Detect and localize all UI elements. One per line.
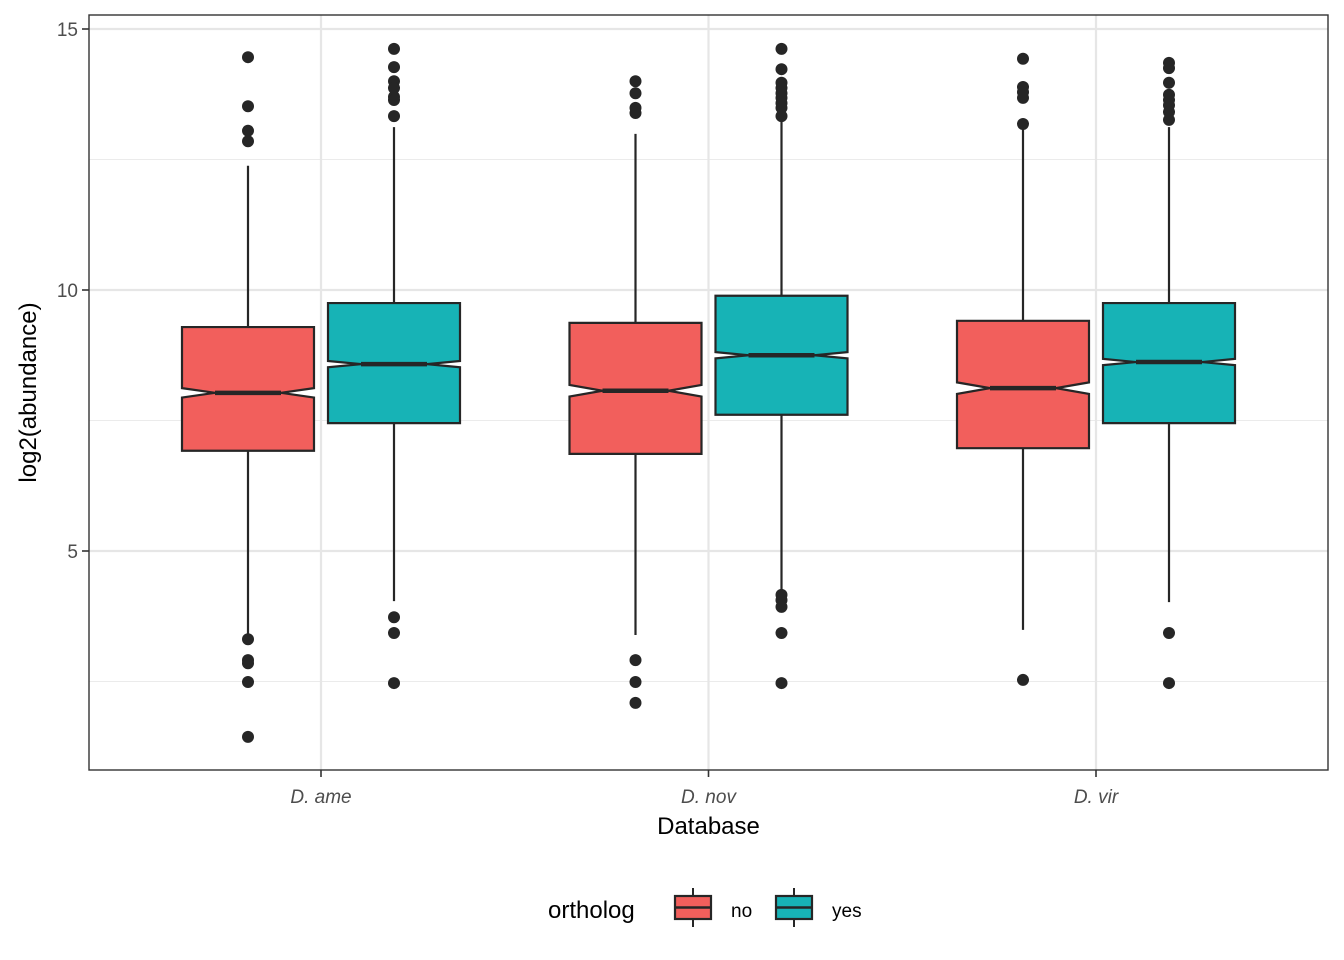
- outlier-point: [242, 657, 254, 670]
- box-layer: [180, 42, 1237, 743]
- outlier-point: [775, 600, 788, 613]
- outlier-point: [388, 42, 400, 55]
- box-body: [568, 321, 703, 456]
- outlier-point: [1017, 52, 1029, 65]
- y-axis-title: log2(abundance): [15, 302, 42, 482]
- outlier-point: [775, 63, 788, 76]
- axis-layer: 5 10 15 D. ame D. nov D. vir: [57, 20, 1119, 808]
- legend-label: yes: [832, 901, 862, 922]
- outlier-point: [1017, 118, 1029, 131]
- outlier-point: [1163, 76, 1175, 89]
- outlier-point: [775, 42, 788, 55]
- outlier-point: [388, 611, 400, 624]
- outlier-point: [1163, 62, 1175, 75]
- y-tick-label: 15: [57, 20, 78, 41]
- x-tick-label: D. ame: [290, 787, 351, 808]
- box-group-no-0: [180, 51, 316, 743]
- outlier-point: [629, 676, 642, 689]
- outlier-point: [242, 124, 254, 137]
- outlier-point: [1163, 677, 1175, 690]
- outlier-point: [629, 75, 642, 88]
- outlier-point: [242, 135, 254, 148]
- outlier-point: [388, 626, 400, 639]
- box-group-yes-2: [1101, 56, 1237, 690]
- outlier-point: [629, 107, 642, 120]
- box-body: [955, 319, 1091, 450]
- outlier-point: [242, 51, 254, 64]
- outlier-point: [629, 696, 642, 709]
- legend-title: ortholog: [548, 897, 635, 924]
- outlier-point: [1163, 626, 1175, 639]
- legend-label: no: [731, 901, 752, 922]
- box-group-no-2: [955, 52, 1091, 686]
- box-group-no-1: [568, 75, 703, 709]
- y-tick-label: 10: [57, 281, 78, 302]
- box-group-yes-0: [326, 42, 462, 690]
- y-tick-label: 5: [67, 542, 78, 563]
- outlier-point: [629, 87, 642, 100]
- x-axis-title: Database: [657, 813, 760, 840]
- grid-layer: [89, 15, 1328, 770]
- outlier-point: [388, 677, 400, 690]
- outlier-point: [388, 81, 400, 94]
- outlier-point: [775, 101, 788, 114]
- outlier-point: [388, 110, 400, 123]
- outlier-point: [1163, 113, 1175, 126]
- legend: ortholog no yes: [548, 888, 862, 927]
- outlier-point: [388, 93, 400, 106]
- outlier-point: [775, 626, 788, 639]
- legend-items: no yes: [673, 888, 862, 927]
- outlier-point: [388, 61, 400, 74]
- box-body: [180, 325, 316, 452]
- box-group-yes-1: [714, 42, 849, 690]
- x-tick-label: D. nov: [681, 787, 737, 808]
- outlier-point: [242, 730, 254, 743]
- outlier-point: [242, 676, 254, 689]
- outlier-point: [775, 110, 788, 123]
- outlier-point: [242, 633, 254, 646]
- outlier-point: [1017, 91, 1029, 104]
- x-tick-label: D. vir: [1074, 787, 1119, 808]
- outlier-point: [242, 100, 254, 113]
- legend-item-yes: yes: [774, 888, 862, 927]
- outlier-point: [775, 677, 788, 690]
- outlier-point: [629, 654, 642, 667]
- outlier-point: [1017, 673, 1029, 686]
- legend-item-no: no: [673, 888, 752, 927]
